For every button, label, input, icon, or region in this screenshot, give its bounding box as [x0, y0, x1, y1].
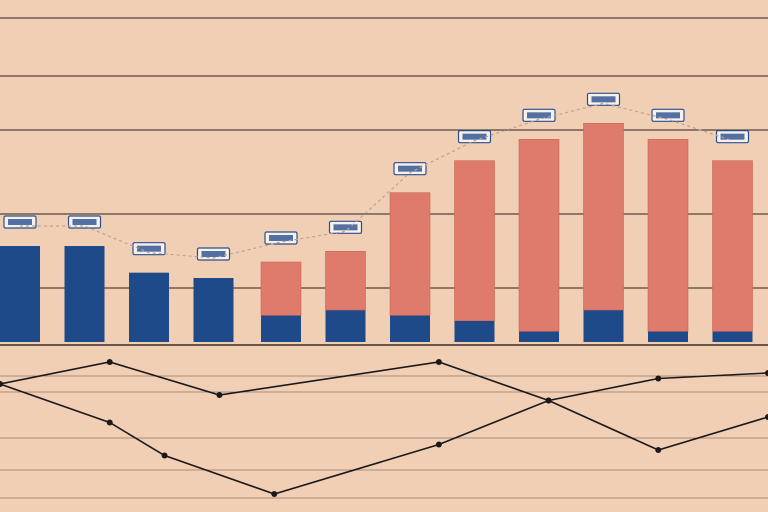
- bar-blue-0: [0, 246, 40, 342]
- grid-layer: [0, 17, 768, 499]
- bar-red-10: [647, 139, 689, 332]
- data-label-fill-10: [656, 112, 680, 119]
- data-label-fill-8: [527, 112, 551, 119]
- bar-blue-5: [325, 310, 366, 342]
- data-label-fill-3: [201, 251, 226, 257]
- line-point-1-0: [0, 381, 3, 387]
- line-point-0-2: [216, 392, 223, 398]
- bar-blue-2: [129, 272, 169, 342]
- bar-red-4: [260, 261, 302, 316]
- bar-blue-4: [261, 315, 301, 342]
- bar-blue-10: [648, 331, 688, 342]
- line-point-1-4: [435, 441, 442, 448]
- line-point-0-3: [435, 359, 442, 365]
- bar-blue-3: [193, 278, 234, 342]
- line-point-0-5: [655, 447, 662, 453]
- line-point-1-7: [765, 370, 768, 376]
- line-point-0-6: [765, 414, 768, 420]
- bar-blue-1: [64, 246, 105, 342]
- bar-red-7: [454, 160, 495, 321]
- data-label-fill-1: [72, 219, 97, 225]
- bar-red-5: [325, 251, 366, 311]
- data-label-fill-9: [591, 96, 616, 103]
- bar-red-6: [389, 192, 431, 316]
- bar-blue-8: [519, 331, 559, 342]
- line-point-1-1: [106, 419, 113, 426]
- line-series-0: [0, 361, 768, 451]
- line-point-1-6: [655, 375, 662, 382]
- bar-red-9: [583, 123, 624, 311]
- data-label-fill-11: [720, 133, 745, 140]
- line-point-1-5: [545, 397, 552, 404]
- bar-blue-11: [712, 331, 753, 342]
- data-label-fill-0: [8, 219, 32, 225]
- data-label-fill-7: [462, 133, 487, 140]
- data-label-fill-6: [398, 165, 422, 172]
- bar-red-8: [518, 139, 560, 332]
- bar-blue-7: [454, 320, 495, 342]
- data-label-fill-4: [269, 235, 293, 241]
- data-label-fill-5: [333, 224, 358, 231]
- line-point-0-1: [106, 359, 113, 365]
- line-point-1-3: [271, 491, 278, 497]
- line-layer: [0, 359, 768, 497]
- trend-connector: [20, 102, 733, 259]
- line-point-1-2: [161, 452, 168, 459]
- bar-layer: [0, 123, 753, 342]
- bar-red-11: [712, 160, 753, 332]
- line-series-1: [0, 372, 768, 495]
- bar-blue-9: [583, 310, 624, 342]
- bar-blue-6: [390, 315, 430, 342]
- data-label-fill-2: [137, 245, 161, 252]
- label-layer: [3, 92, 750, 261]
